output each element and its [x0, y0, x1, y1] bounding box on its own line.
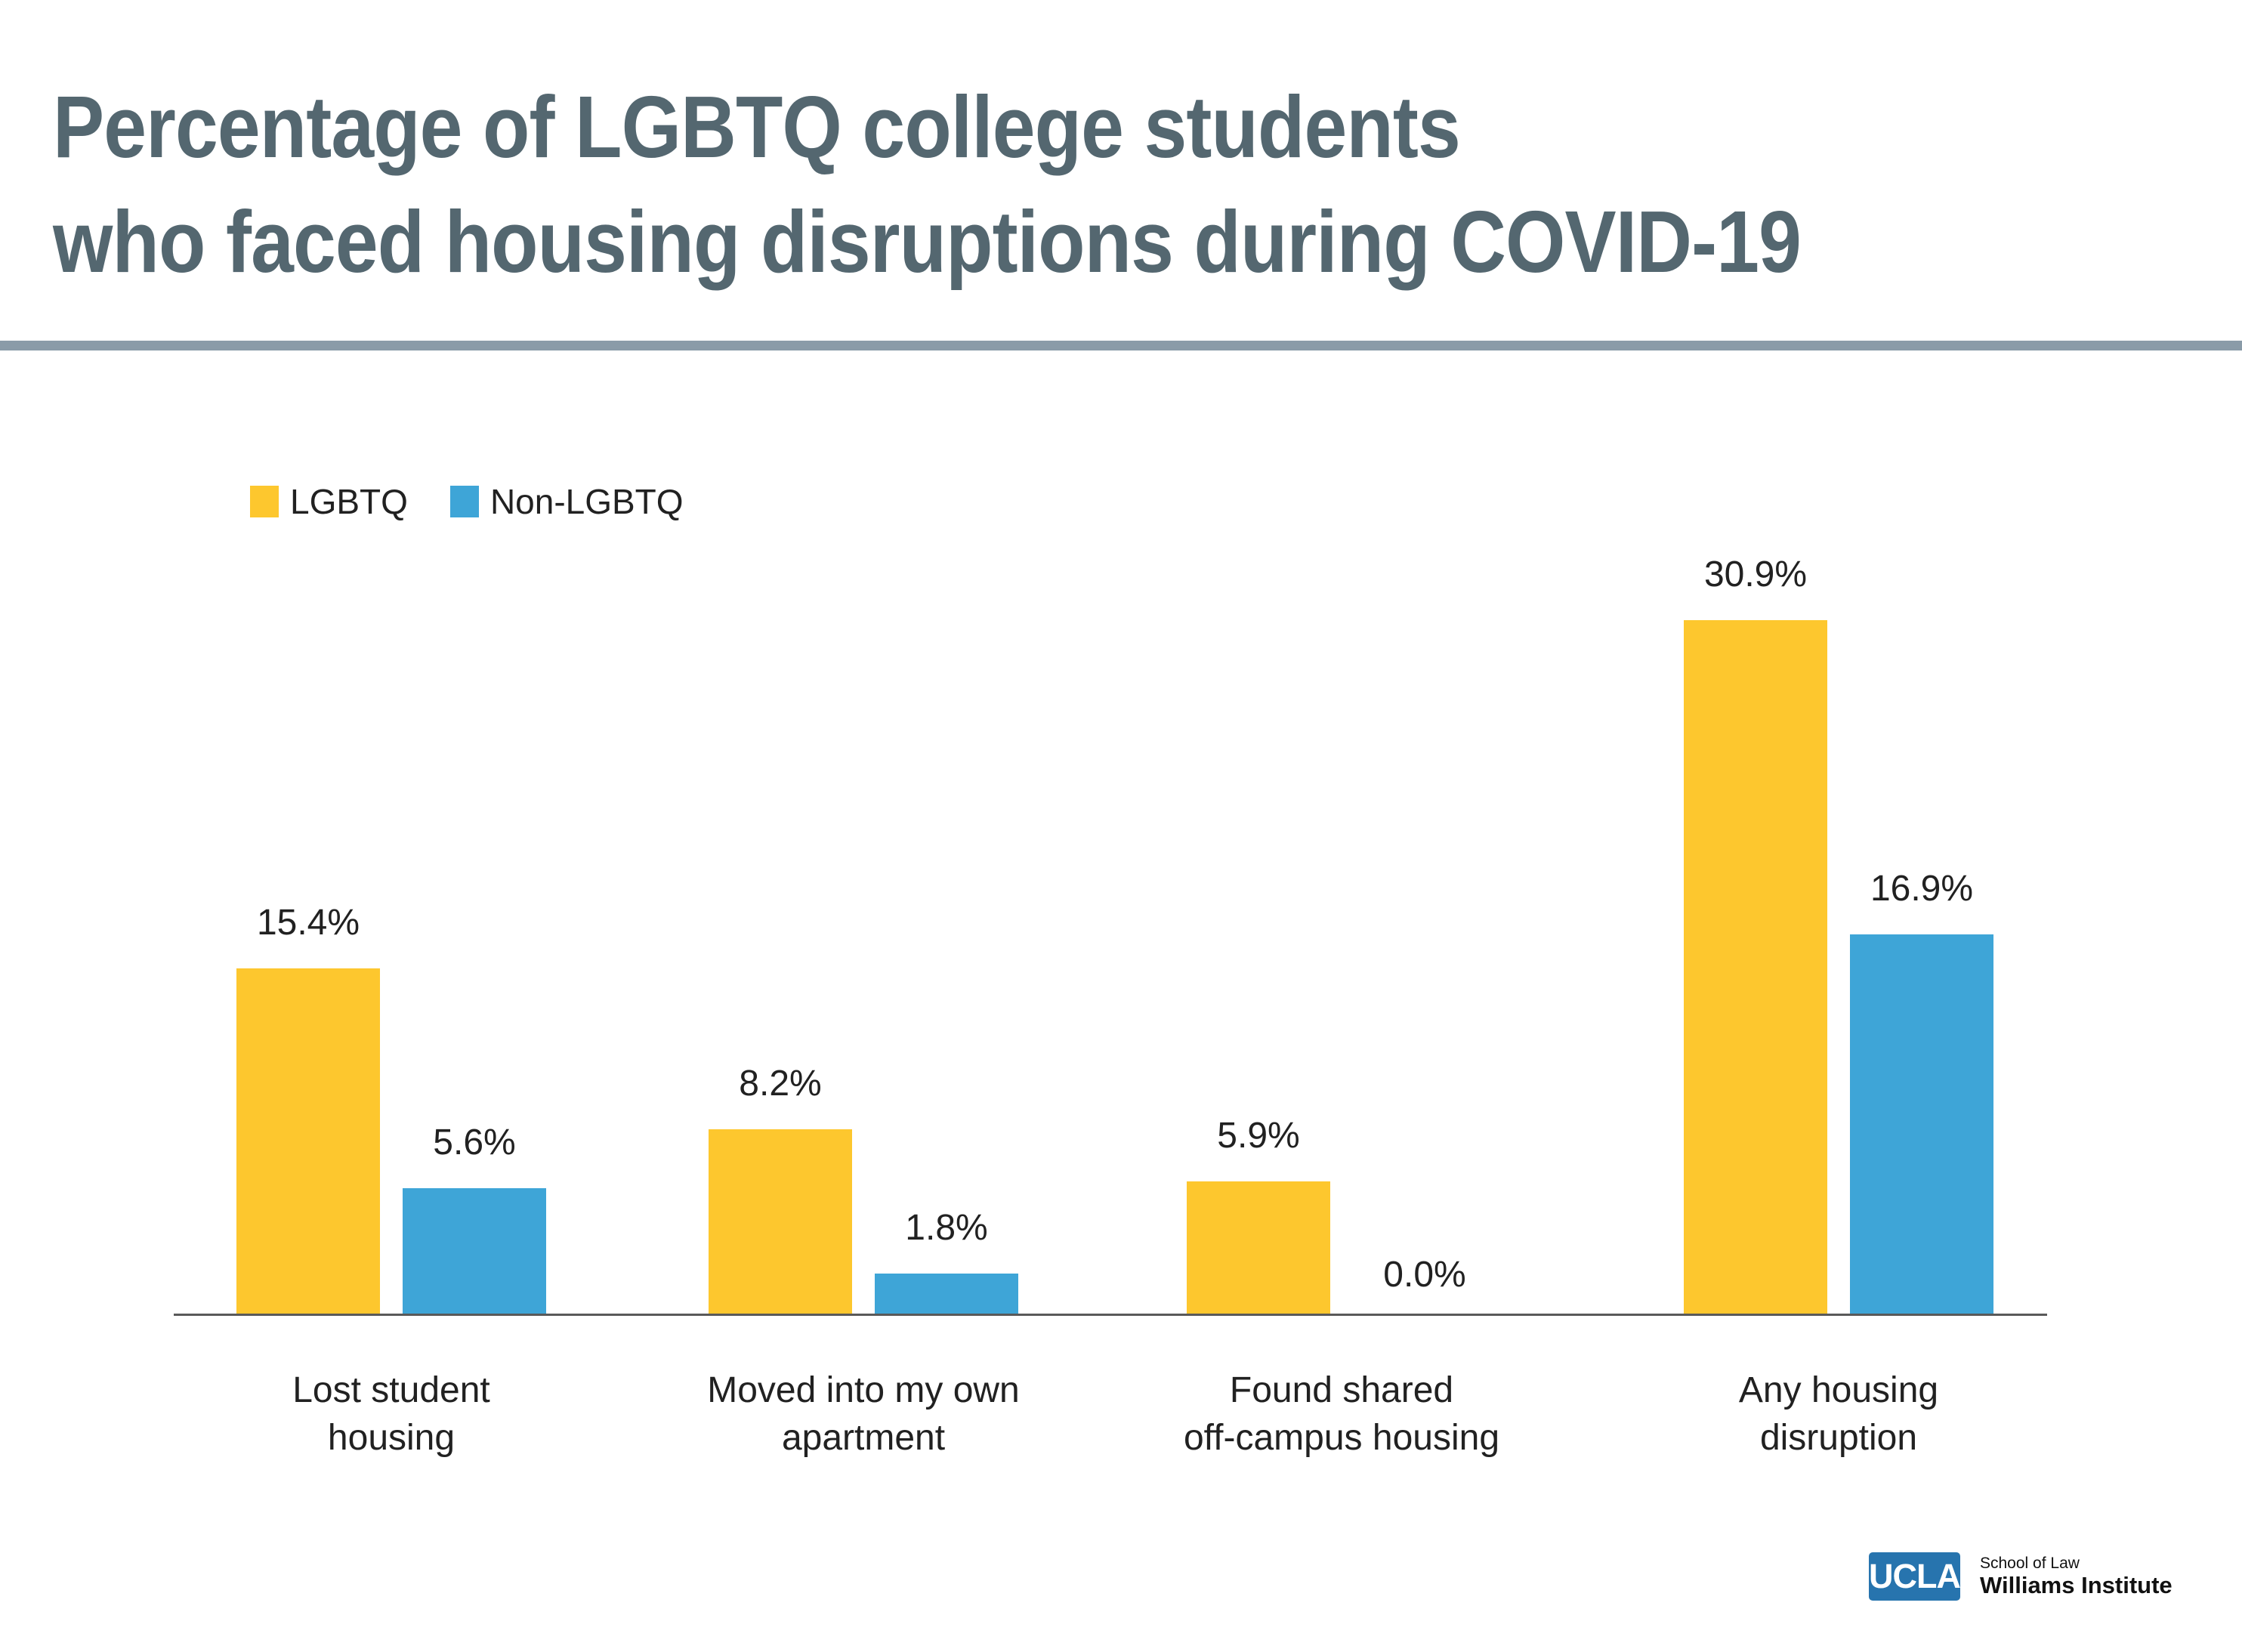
- category-label-line: Found shared: [1229, 1370, 1454, 1410]
- page-title: Percentage of LGBTQ college students who…: [53, 69, 2040, 299]
- legend-label: LGBTQ: [290, 482, 408, 521]
- category-label-line: Moved into my own: [707, 1370, 1020, 1410]
- bar-non-lgbtq-4: [1850, 934, 1993, 1314]
- bar-value-label-non-lgbtq-3: 0.0%: [1383, 1255, 1466, 1295]
- category-label-line: housing: [327, 1418, 456, 1458]
- bar-value-label-lgbtq-1: 15.4%: [256, 903, 360, 943]
- org-name: School of Law Williams Institute: [1980, 1552, 2173, 1601]
- x-axis-line: [174, 1314, 2047, 1316]
- page-title-line1: Percentage of LGBTQ college students: [53, 78, 1461, 176]
- org-school-of-law: School of Law: [1980, 1555, 2080, 1572]
- legend-label: Non-LGBTQ: [489, 482, 684, 521]
- bar-non-lgbtq-2: [875, 1274, 1018, 1314]
- bar-value-label-lgbtq-3: 5.9%: [1217, 1116, 1300, 1156]
- ucla-logo-box: UCLA: [1869, 1552, 1961, 1601]
- bar-value-label-non-lgbtq-2: 1.8%: [905, 1208, 988, 1248]
- category-label-line: disruption: [1759, 1418, 1918, 1458]
- ucla-logo-text: UCLA: [1869, 1557, 1961, 1595]
- legend-item-lgbtq: LGBTQ: [250, 484, 408, 519]
- category-label-line: Lost student: [292, 1370, 490, 1410]
- category-label-4: Any housing disruption: [1552, 1366, 2126, 1462]
- bar-lgbtq-3: [1187, 1181, 1330, 1314]
- category-label-3: Found shared off-campus housing: [1055, 1366, 1629, 1462]
- category-label-2: Moved into my own apartment: [576, 1366, 1150, 1462]
- category-label-line: Any housing: [1738, 1370, 1939, 1410]
- legend-swatch-non-lgbtq: [449, 486, 479, 517]
- page-title-line2: who faced housing disruptions during COV…: [53, 193, 1802, 291]
- legend-swatch-lgbtq: [250, 486, 279, 517]
- bar-value-label-non-lgbtq-4: 16.9%: [1870, 869, 1974, 909]
- category-label-1: Lost student housing: [104, 1366, 678, 1462]
- category-label-line: apartment: [781, 1418, 946, 1458]
- chart-legend: LGBTQ Non-LGBTQ: [250, 484, 684, 519]
- footer-logo: UCLA School of Law Williams Institute: [1869, 1552, 2173, 1601]
- bar-lgbtq-2: [709, 1129, 852, 1314]
- legend-item-non-lgbtq: Non-LGBTQ: [449, 482, 684, 521]
- bar-value-label-lgbtq-4: 30.9%: [1703, 554, 1808, 594]
- bar-non-lgbtq-1: [403, 1188, 546, 1314]
- title-divider: [0, 341, 2242, 350]
- bar-value-label-non-lgbtq-1: 5.6%: [433, 1122, 516, 1163]
- bar-value-label-lgbtq-2: 8.2%: [739, 1064, 822, 1104]
- category-label-line: off-campus housing: [1183, 1418, 1500, 1458]
- org-williams-institute: Williams Institute: [1980, 1572, 2173, 1598]
- bar-lgbtq-1: [236, 968, 380, 1314]
- bar-lgbtq-4: [1684, 620, 1827, 1314]
